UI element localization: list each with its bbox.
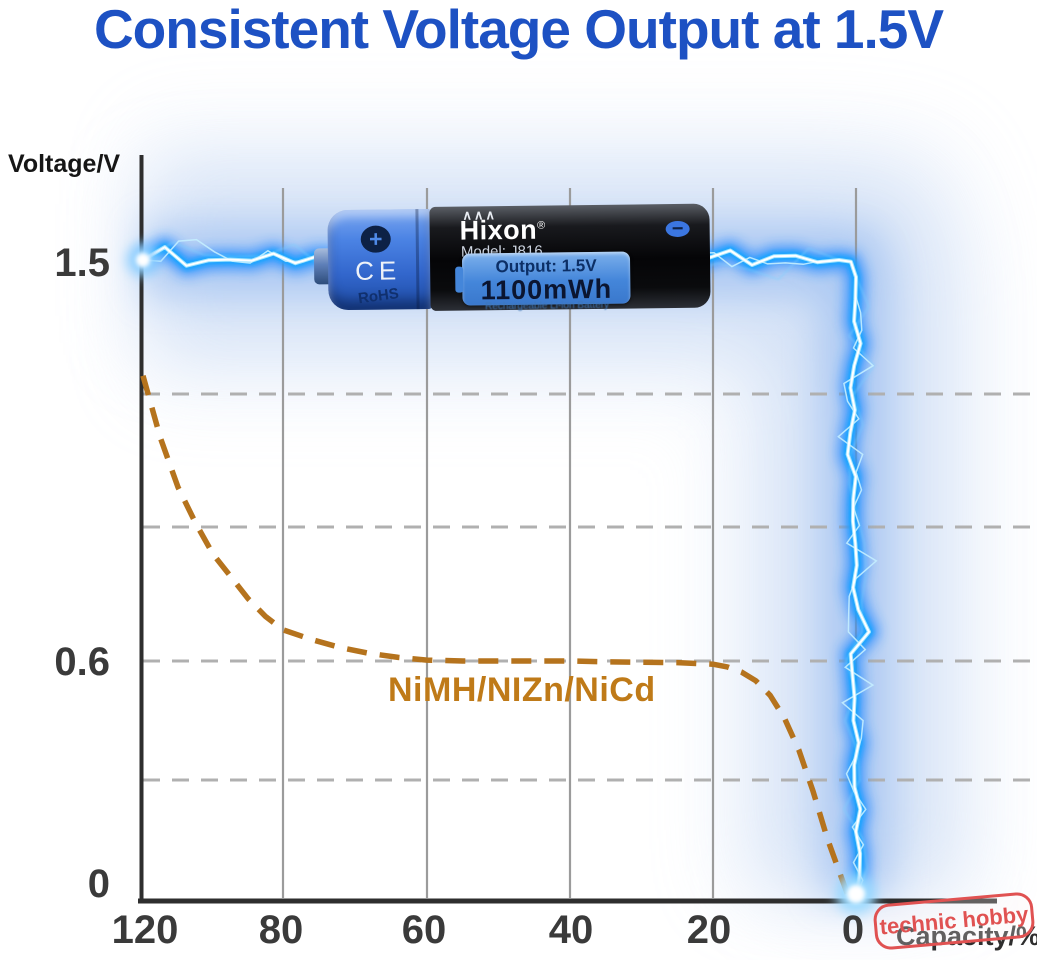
x-tick-40: 40 — [548, 908, 594, 952]
competitor-curve-label: NiMH/NIZn/NiCd — [388, 671, 656, 709]
ce-mark: CE — [354, 255, 402, 286]
brand-text: Hixon — [459, 214, 538, 246]
brand-name: Hixon® — [459, 214, 546, 246]
registered-mark: ® — [537, 219, 546, 232]
y-tick-0: 0 — [87, 862, 110, 906]
battery-spec-label: Output: 1.5V 1100mWh — [461, 251, 631, 306]
y-tick-0-6: 0.6 — [54, 640, 110, 684]
battery-image: + CE RoHS ∧∧∧ Hixon® Model: J816 Output:… — [313, 203, 711, 313]
x-tick-80: 80 — [258, 908, 304, 952]
y-tick-1-5: 1.5 — [54, 241, 110, 285]
y-axis-title: Voltage/V — [8, 150, 121, 178]
x-tick-60: 60 — [401, 908, 447, 952]
battery-fine-print: Rechargeable Li-ion Battery — [485, 299, 610, 313]
x-tick-120: 120 — [111, 908, 179, 952]
x-tick-20: 20 — [686, 908, 732, 952]
x-tick-0: 0 — [841, 908, 865, 952]
page-title: Consistent Voltage Output at 1.5V — [93, 0, 944, 60]
x-axis-title: Capacity/% — [896, 921, 1037, 951]
